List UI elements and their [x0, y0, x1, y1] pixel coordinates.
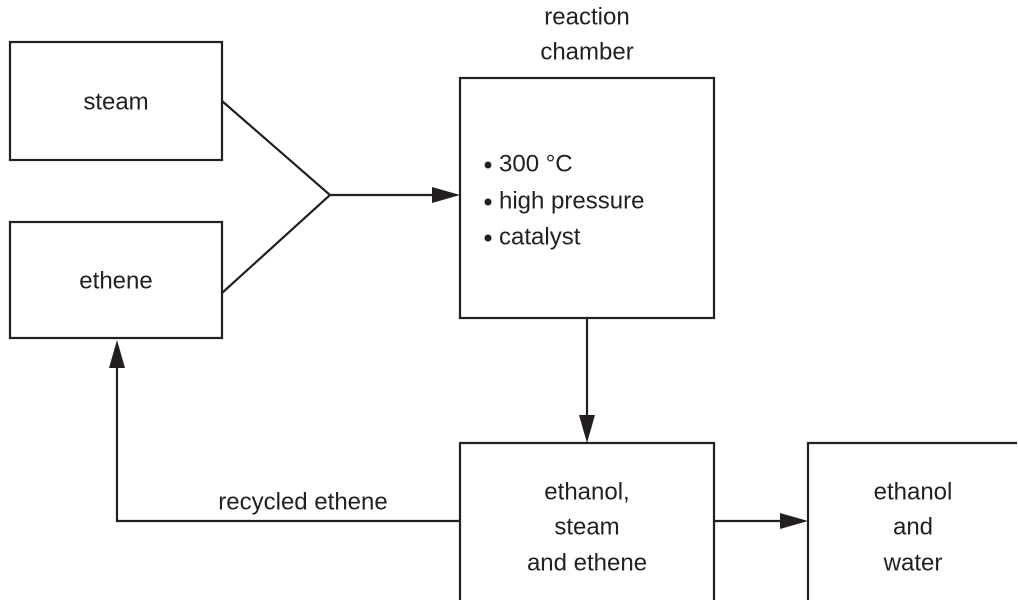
condition: catalyst [499, 223, 581, 250]
merge-line [221, 100, 332, 294]
bullet [484, 234, 492, 242]
node-title: chamber [540, 38, 633, 65]
node-label: ethene [79, 267, 152, 294]
node-label: water [883, 549, 943, 576]
edge-label: recycled ethene [218, 488, 387, 515]
recycle-line [115, 362, 460, 523]
arrow-head [780, 513, 808, 529]
arrow-head [579, 415, 595, 443]
arrow-head [109, 340, 125, 368]
condition: 300 °C [499, 150, 573, 177]
node-label: steam [554, 513, 619, 540]
bullet [484, 161, 492, 169]
condition: high pressure [499, 187, 644, 214]
ethene-box [8, 220, 224, 340]
node-label: and ethene [527, 549, 647, 576]
bullet [484, 198, 492, 206]
node-label: and [893, 513, 933, 540]
node-label: steam [83, 88, 148, 115]
node-label: ethanol, [544, 478, 629, 505]
node-label: ethanol [874, 478, 953, 505]
node-title: reaction [544, 3, 629, 30]
arrow-head [432, 187, 460, 203]
water-box [806, 441, 1017, 600]
